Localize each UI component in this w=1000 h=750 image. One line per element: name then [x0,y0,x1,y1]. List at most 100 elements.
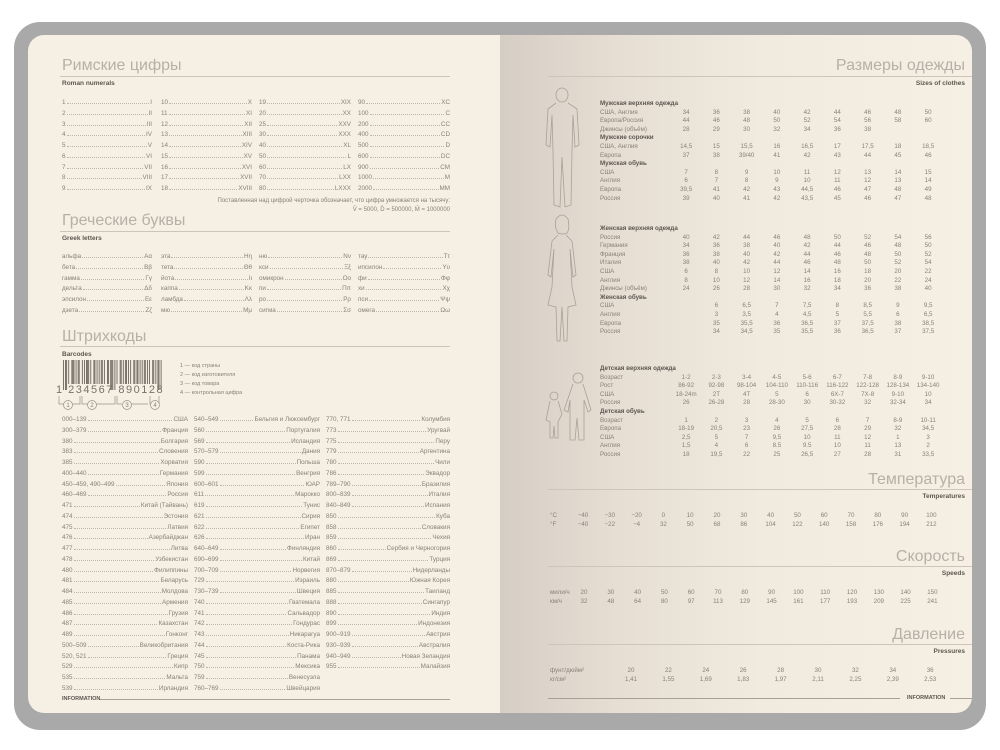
marker-2: 2 [90,403,94,409]
dot-leader [267,156,347,158]
item-key: 743 [194,631,205,638]
item-key: 3 [62,120,66,128]
dot-leader [205,678,288,679]
dot-leader [171,257,243,258]
dot-leader [169,156,243,158]
dot-leader [284,278,342,280]
item-value: Φφ [440,274,450,282]
size-row: Англия 8 10 12 14 16 18 20 22 24 [600,277,943,286]
item-value: Ττ [443,253,450,260]
size-cell: 5 [714,433,719,441]
sizes-title: Размеры одежды [835,57,965,74]
size-cell: 14 [894,168,902,176]
size-row: Россия 26 26-28 28 28-30 30 30-32 32 32-34 34 [600,399,943,408]
list-item: дельта Δδ [62,284,152,295]
size-cell: 104-110 [765,382,788,390]
size-cell: 10 [924,390,932,398]
list-item: 870–879 Нидерланды [326,566,450,577]
dot-leader [66,146,147,147]
value-cell: −4 [633,521,641,528]
size-cell: 10 [803,433,811,441]
dot-leader [87,430,162,432]
size-cell: 41 [743,194,751,202]
dot-leader [87,300,144,301]
size-cell: 3 [714,310,719,318]
item-key: хи [358,285,365,293]
value-cell: 140 [819,521,830,528]
size-cell: 9-10 [891,390,905,398]
list-item: 460–469 Россия [62,490,188,501]
size-cell: 50 [894,250,902,258]
item-key: 100 [358,109,369,117]
section-header: Мужская верхняя одежда [600,100,943,109]
list-item: 539 Ирландия [62,684,188,695]
size-cell: 48 [864,250,872,258]
item-key: 619 [194,502,205,509]
size-cell: 39 [682,194,690,202]
legend-item: 2 — код изготовителя [180,372,236,378]
list-item: пси Ψψ [358,295,450,306]
size-cell: 5 [805,416,809,424]
row-label: Джинсы (объём) [600,125,647,133]
dot-leader [168,113,246,115]
item-key: 8 [62,174,66,182]
list-item: 485 Армения [62,598,188,609]
value-cell: 34 [889,667,897,674]
size-cell: 12 [773,267,781,275]
list-item: 600 DC [358,152,450,163]
dot-leader [365,289,442,291]
size-row: США, Англия 34 36 38 40 42 44 46 48 50 [600,109,943,118]
roman-title: Римские цифры [62,57,182,74]
size-cell: 58 [894,117,902,125]
item-value: IV [146,131,152,139]
item-key: 742 [194,620,205,628]
dot-leader [205,624,293,626]
dot-leader [82,257,144,258]
item-value: Казахстан [158,620,188,628]
dot-leader [73,549,170,550]
dot-leader [337,624,418,626]
dot-leader [178,289,244,291]
size-cell: 30-32 [829,399,846,407]
list-item: 500 D [358,141,450,152]
barcode-bar [71,360,73,384]
dot-leader [267,167,343,169]
item-key: 690–699 [194,555,219,563]
item-value: XXV [338,120,351,128]
value-cell: 70 [847,512,855,519]
item-key: 535 [62,674,73,681]
item-key: 18 [161,185,169,192]
list-item: 380 Болгария [62,437,188,448]
size-cell: 128-134 [886,382,910,390]
item-key: 529 [62,663,73,671]
list-item: 540–549 Бельгия и Люксембург [194,415,320,426]
row-label: Возраст [600,373,624,381]
list-item: 80 LXXX [259,184,351,195]
dot-leader [73,624,158,626]
list-item: 858 Словакия [326,523,450,534]
barcode-bar [120,360,122,384]
list-item: 773 Уругвай [326,426,450,437]
size-cell: 60 [924,117,932,125]
leader-column: 1 I 2 II 3 III 4 IV 5 V 6 VI 7 VII 8 VIII 9 IX [62,98,152,195]
leader-column: эта Ηη тета Θθ йота Ιι каппа Κκ ламбда Λλ мю Μμ [161,252,252,317]
size-cell: 10 [833,442,841,450]
value-cell: 60 [687,589,695,596]
item-key: 955 [326,663,337,671]
size-cell: 2,5 [681,433,691,441]
dot-leader [66,124,146,126]
item-value: Аргентина [419,448,450,456]
size-cell: 25 [773,450,781,458]
item-value: Хорватия [160,459,188,466]
list-item: 9 IX [62,184,152,195]
item-value: Азербайджан [148,534,188,542]
list-item: ламбда Λλ [161,295,252,306]
dot-leader [337,613,431,615]
item-key: 475 [62,523,73,531]
item-value: LX [343,163,351,171]
size-cell: 5 [775,390,779,398]
size-cell: 41 [773,151,781,159]
dot-leader [205,441,291,443]
dot-leader [73,678,166,679]
list-item: 489 Гонконг [62,630,188,641]
